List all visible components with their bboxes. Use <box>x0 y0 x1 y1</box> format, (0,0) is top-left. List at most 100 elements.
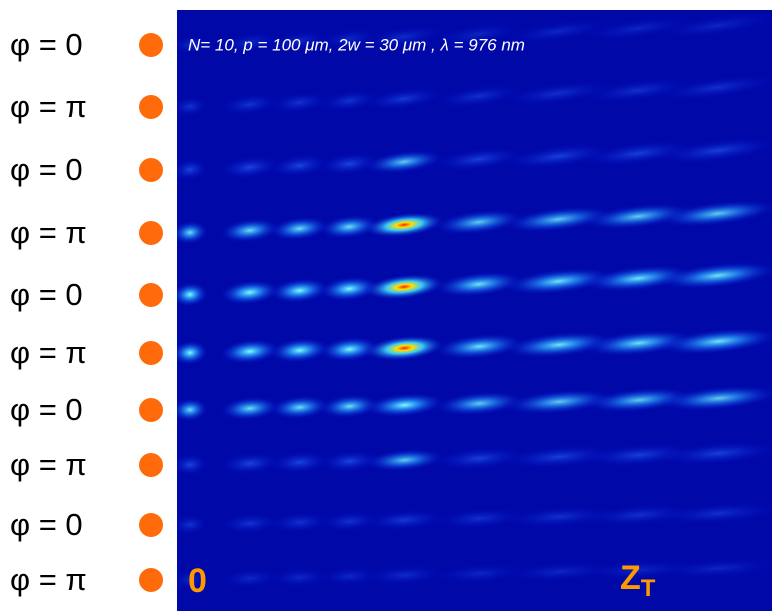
emitter-dot <box>139 568 163 592</box>
intensity-spot <box>319 90 379 112</box>
intensity-spot <box>219 218 280 243</box>
phase-label: φ = 0 <box>10 392 83 427</box>
emitter-dot <box>139 341 163 365</box>
intensity-spot <box>319 336 380 362</box>
intensity-spot <box>364 565 445 585</box>
intensity-spot <box>658 200 772 227</box>
intensity-spot <box>319 214 380 239</box>
intensity-spot <box>504 506 615 528</box>
phase-label: φ = 0 <box>10 27 83 62</box>
intensity-spot <box>659 441 772 466</box>
axis-end: ZT <box>620 559 656 602</box>
intensity-spot <box>319 450 380 473</box>
emitter-dot <box>139 158 163 182</box>
intensity-spot <box>219 339 280 364</box>
emitter-dot <box>139 283 163 307</box>
intensity-spot <box>504 561 615 582</box>
phase-label: φ = π <box>10 447 87 482</box>
emitter-dot <box>139 398 163 422</box>
intensity-spot <box>583 78 693 103</box>
intensity-spot <box>177 570 208 590</box>
intensity-spot <box>434 391 525 416</box>
intensity-spot <box>364 212 444 238</box>
intensity-spot <box>177 453 208 476</box>
emitter-dot <box>139 513 163 537</box>
intensity-spot <box>177 282 208 307</box>
phase-label: φ = π <box>10 89 87 124</box>
intensity-spot <box>177 158 208 181</box>
intensity-spot <box>434 563 525 584</box>
emitter-dot <box>139 95 163 119</box>
intensity-spot <box>177 96 208 117</box>
emitter-dot <box>139 33 163 57</box>
intensity-spot <box>219 513 280 534</box>
intensity-spot <box>219 568 280 589</box>
intensity-spot <box>177 514 208 535</box>
intensity-spot <box>269 91 330 114</box>
intensity-spot <box>219 156 280 179</box>
intensity-spot <box>433 147 524 172</box>
intensity-spot <box>319 28 379 50</box>
intensity-spot <box>269 30 330 51</box>
intensity-spot <box>364 150 444 174</box>
intensity-spot <box>434 333 525 360</box>
intensity-spot <box>434 507 525 529</box>
phase-label: φ = π <box>10 215 87 250</box>
intensity-spot <box>658 137 772 164</box>
intensity-spot <box>219 396 280 421</box>
intensity-spot <box>504 445 615 469</box>
intensity-spot <box>659 558 772 579</box>
intensity-spot <box>583 140 693 167</box>
intensity-spot <box>319 511 380 532</box>
intensity-spot <box>269 512 330 533</box>
intensity-spot <box>659 502 772 525</box>
intensity-spot <box>433 84 524 108</box>
intensity-spot <box>503 268 614 295</box>
phase-label: φ = 0 <box>10 507 83 542</box>
intensity-spot <box>364 274 444 300</box>
intensity-spot <box>657 12 772 39</box>
intensity-spot <box>269 154 330 177</box>
emitter-dot <box>139 453 163 477</box>
intensity-spot <box>658 262 772 290</box>
intensity-spot <box>319 394 380 419</box>
intensity-spot <box>364 87 444 111</box>
intensity-spot <box>364 25 444 48</box>
intensity-spot <box>177 34 208 55</box>
intensity-spot <box>319 276 380 302</box>
intensity-spot <box>269 567 330 588</box>
intensity-spot <box>269 216 330 241</box>
intensity-spot <box>659 328 772 355</box>
intensity-spot <box>177 340 208 365</box>
intensity-spot <box>319 566 380 587</box>
intensity-spot <box>434 447 525 470</box>
intensity-spot <box>657 74 772 101</box>
intensity-spot <box>269 451 330 474</box>
intensity-spot <box>503 206 614 233</box>
emitter-dot <box>139 221 163 245</box>
intensity-spot <box>434 209 524 235</box>
intensity-spot <box>319 152 380 176</box>
intensity-spot <box>364 393 445 418</box>
intensity-spot <box>583 16 693 41</box>
intensity-spot <box>219 93 280 116</box>
intensity-spot <box>219 452 280 475</box>
intensity-spot <box>364 448 445 472</box>
intensity-spot <box>434 271 524 297</box>
intensity-spot <box>177 398 208 422</box>
intensity-spot <box>659 385 772 411</box>
intensity-spot <box>504 389 615 415</box>
phase-label: φ = 0 <box>10 152 83 187</box>
phase-label: φ = π <box>10 562 87 597</box>
intensity-spot <box>503 81 613 106</box>
phase-label: φ = 0 <box>10 277 83 312</box>
intensity-spot <box>503 19 613 44</box>
intensity-pattern <box>177 12 772 590</box>
phase-label: φ = π <box>10 335 87 370</box>
intensity-spot <box>503 143 613 169</box>
intensity-spot <box>364 335 445 361</box>
intensity-spot <box>269 338 330 363</box>
intensity-spot <box>433 22 524 46</box>
intensity-spot <box>364 509 445 531</box>
